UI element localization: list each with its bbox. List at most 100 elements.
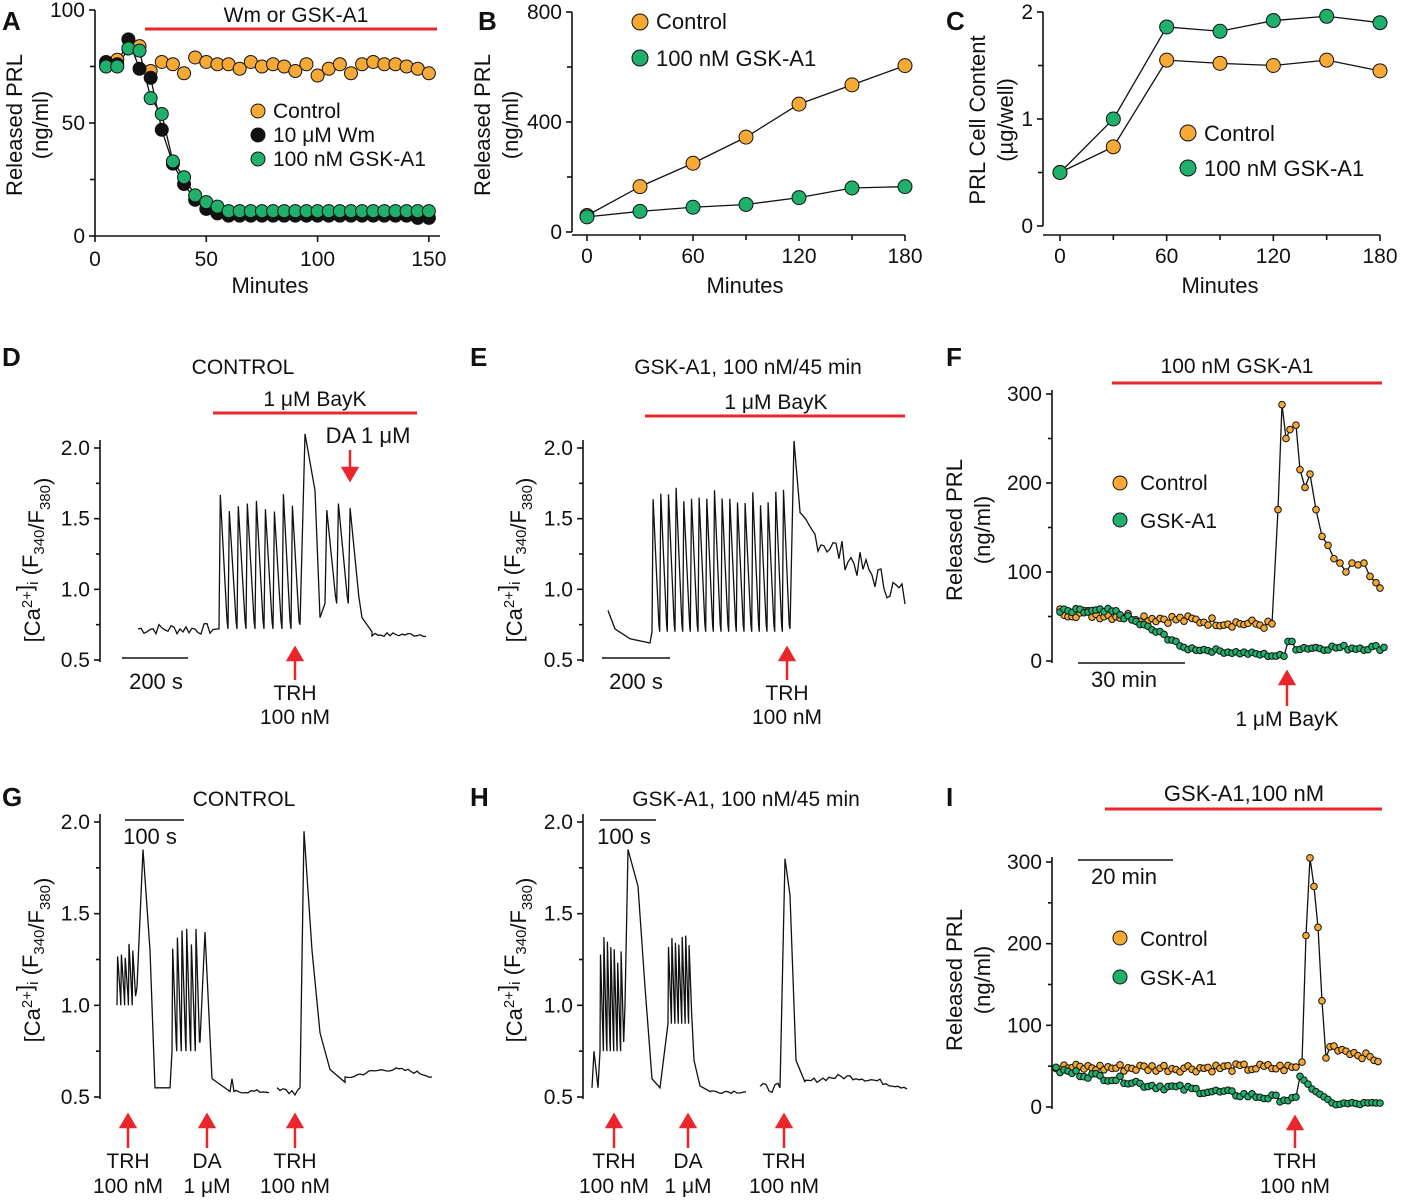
D-trh-arrow-head: [285, 645, 305, 662]
panel-label-D: D: [2, 342, 21, 372]
F-control-point: [1342, 568, 1350, 576]
A-y-tick-label: 50: [62, 112, 85, 135]
I-control-point: [1310, 882, 1318, 891]
B-legend-label: 100 nM GSK-A1: [656, 46, 816, 71]
F-control-point: [1140, 612, 1148, 620]
A-x-tick-label: 100: [300, 248, 335, 271]
I-control-line: [1055, 857, 1379, 1073]
B-y-tick-label: 400: [527, 111, 562, 134]
B-legend-label: Control: [656, 9, 727, 34]
A-control-point: [232, 61, 247, 76]
B-x-tick-label: 120: [781, 245, 816, 268]
F-y-tick-label: 0: [1030, 650, 1042, 673]
panel-label-I: I: [946, 782, 953, 812]
A-control-point: [310, 68, 325, 83]
I-legend-marker: [1112, 930, 1128, 946]
I-control-point: [1302, 931, 1310, 940]
F-y-label: Released PRL: [942, 459, 967, 601]
I-gsk-point: [1304, 1080, 1312, 1088]
F-control-point: [1372, 578, 1380, 587]
I-control-point: [1208, 1067, 1216, 1076]
A-wm-point: [143, 70, 158, 85]
panel-label-G: G: [2, 782, 22, 812]
B-gsk-point: [897, 179, 913, 195]
A-control-point: [288, 64, 303, 79]
F-control-point: [1292, 421, 1300, 429]
I-legend-label: GSK-A1: [1140, 967, 1217, 990]
G-da-arrow-head: [197, 1112, 217, 1129]
C-y-tick-label: 0: [1021, 215, 1033, 238]
C-x-label: Minutes: [1181, 273, 1258, 298]
H-da-label: DA: [673, 1150, 702, 1173]
F-y-tick-label: 200: [1007, 472, 1042, 495]
A-y-label-units: (ng/ml): [28, 91, 53, 159]
A-legend-marker: [250, 127, 266, 143]
I-y-tick-label: 300: [1007, 851, 1042, 874]
C-control-point: [1319, 52, 1335, 68]
C-gsk-point: [1265, 13, 1281, 29]
A-control-point: [299, 57, 314, 72]
G-trh-conc-1: 100 nM: [93, 1175, 163, 1198]
F-control-point: [1282, 434, 1290, 443]
I-scale-label: 20 min: [1091, 864, 1157, 889]
A-control-point: [165, 57, 180, 72]
E-trh-conc-label: 100 nM: [752, 706, 822, 729]
G-calcium-trace-2: [276, 831, 433, 1097]
I-control-point: [1318, 997, 1326, 1005]
I-y-tick-label: 100: [1007, 1014, 1042, 1037]
G-da-conc: 1 μM: [183, 1175, 230, 1198]
I-gsk-point: [1292, 1093, 1300, 1101]
panel-label-E: E: [470, 342, 487, 372]
G-trh-conc-2: 100 nM: [260, 1175, 330, 1198]
G-trh-arrow-1-head: [118, 1112, 138, 1129]
E-trh-label: TRH: [765, 682, 808, 705]
C-gsk-point: [1052, 165, 1068, 180]
A-legend-label: Control: [273, 100, 341, 123]
B-gsk-point: [579, 209, 595, 225]
B-control-point: [685, 155, 701, 171]
panel-label-B: B: [478, 6, 497, 36]
I-control-point: [1228, 1067, 1236, 1076]
I-bar-label: GSK-A1,100 nM: [1164, 781, 1324, 806]
F-control-point: [1330, 554, 1338, 563]
I-gsk-point: [1272, 1091, 1280, 1100]
F-control-point: [1278, 400, 1286, 409]
B-control-point: [897, 58, 913, 74]
G-y-label: [Ca2+]i (F340/F380): [12, 878, 55, 1043]
F-control-point: [1360, 559, 1368, 567]
B-legend-marker: [631, 13, 649, 31]
A-y-tick-label: 100: [50, 0, 85, 22]
B-gsk-point: [844, 180, 860, 196]
G-trh-arrow-2-head: [285, 1112, 305, 1129]
panel-label-A: A: [2, 6, 21, 36]
B-y-label: Released PRL: [470, 54, 495, 196]
D-da-arrow-head: [340, 466, 360, 483]
I-y-label: Released PRL: [942, 909, 967, 1051]
C-x-tick-label: 120: [1256, 245, 1291, 268]
E-y-tick-label: 1.5: [544, 508, 573, 531]
F-control-point: [1301, 483, 1309, 492]
E-y-label: [Ca2+]i (F340/F380): [494, 478, 537, 643]
H-calcium-trace-2: [759, 858, 908, 1094]
I-legend-marker: [1112, 969, 1128, 985]
E-title: GSK-A1, 100 nM/45 min: [634, 356, 862, 379]
A-x-tick-label: 0: [89, 248, 101, 271]
B-y-tick-label: 0: [550, 221, 562, 244]
H-trh-conc-2: 100 nM: [749, 1175, 819, 1198]
F-gsk-point: [1280, 652, 1288, 661]
B-gsk-point: [738, 197, 754, 212]
H-y-tick-label: 1.0: [544, 994, 573, 1017]
C-control-point: [1105, 139, 1121, 155]
A-legend-marker: [250, 103, 266, 119]
I-control-point: [1280, 1066, 1288, 1075]
D-da-label: DA 1 μM: [326, 423, 411, 448]
D-y-tick-label: 1.5: [61, 508, 90, 531]
G-y-tick-label: 2.0: [61, 811, 90, 834]
C-gsk-point: [1319, 8, 1335, 24]
F-control-point: [1228, 623, 1236, 631]
C-control-point: [1212, 55, 1228, 71]
I-gsk-point: [1228, 1087, 1236, 1095]
A-legend-label: 100 nM GSK-A1: [273, 148, 426, 171]
I-gsk-point: [1116, 1072, 1124, 1081]
